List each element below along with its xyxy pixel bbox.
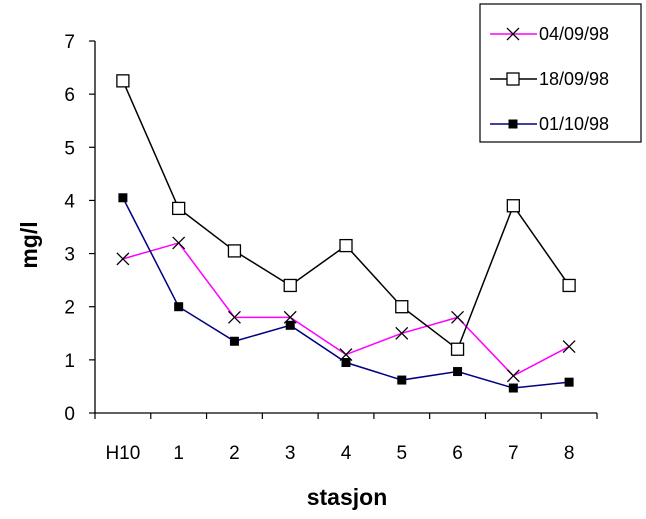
data-point (564, 377, 574, 387)
x-tick-label: 6 (452, 443, 463, 464)
x-tick-label: 4 (341, 443, 352, 464)
y-tick-label: 5 (64, 138, 75, 159)
y-tick-label: 7 (64, 32, 75, 53)
data-point (506, 369, 520, 383)
y-tick-label: 4 (64, 191, 75, 212)
axes (94, 41, 597, 414)
data-point (227, 310, 241, 324)
data-point (451, 310, 465, 324)
data-point (172, 201, 186, 216)
legend-label: 04/09/98 (539, 24, 609, 44)
data-point (341, 358, 351, 368)
y-tick-label: 0 (64, 404, 75, 425)
legend: 04/09/98 18/09/98 01/10/98 (479, 3, 642, 143)
data-point (227, 244, 242, 258)
y-tick-label: 6 (64, 85, 75, 106)
y-tick-label: 3 (64, 245, 75, 266)
data-point (339, 238, 353, 253)
data-point (174, 302, 184, 312)
x-tick-label: 7 (508, 443, 519, 464)
data-point (562, 278, 576, 293)
series-04/09/98 (116, 236, 576, 383)
legend-entry: 04/09/98 (490, 24, 609, 44)
legend-label: 01/10/98 (539, 114, 609, 134)
series-18/09/98 (116, 74, 576, 356)
legend-label: 18/09/98 (539, 69, 609, 89)
y-tick-label: 1 (64, 351, 75, 372)
x-tick-label: 2 (229, 443, 240, 464)
x-axis-title: stasjon (307, 484, 388, 510)
data-point (116, 252, 130, 266)
x-ticks: H10 1 2 3 4 5 6 7 8 (94, 413, 598, 464)
y-tick-label: 2 (64, 298, 75, 319)
x-tick-label: 3 (285, 443, 296, 464)
data-point (453, 367, 463, 377)
legend-entry: 01/10/98 (490, 114, 609, 134)
legend-marker (508, 119, 518, 129)
legend-marker (506, 27, 520, 41)
legend-entry: 18/09/98 (490, 69, 609, 89)
series-01/10/98 (118, 193, 574, 393)
data-point (508, 383, 518, 393)
legend-marker (506, 72, 520, 86)
data-point (562, 340, 576, 354)
x-tick-label: H10 (105, 443, 140, 464)
data-point (283, 278, 297, 293)
series-line (122, 242, 570, 377)
y-axis-title: mg/l (16, 221, 42, 268)
data-point (118, 193, 128, 203)
x-tick-label: 5 (396, 443, 407, 464)
x-tick-label: 1 (173, 443, 184, 464)
series-layer (116, 74, 576, 393)
data-point (506, 199, 520, 213)
data-point (172, 236, 186, 250)
data-point (395, 326, 409, 340)
data-point (397, 375, 407, 385)
y-ticks: 0 1 2 3 4 5 6 7 (64, 32, 95, 425)
data-point (229, 336, 239, 346)
x-tick-label: 8 (564, 443, 575, 464)
data-point (285, 320, 295, 330)
data-point (395, 300, 409, 314)
data-point (116, 74, 130, 88)
data-point (450, 342, 465, 356)
